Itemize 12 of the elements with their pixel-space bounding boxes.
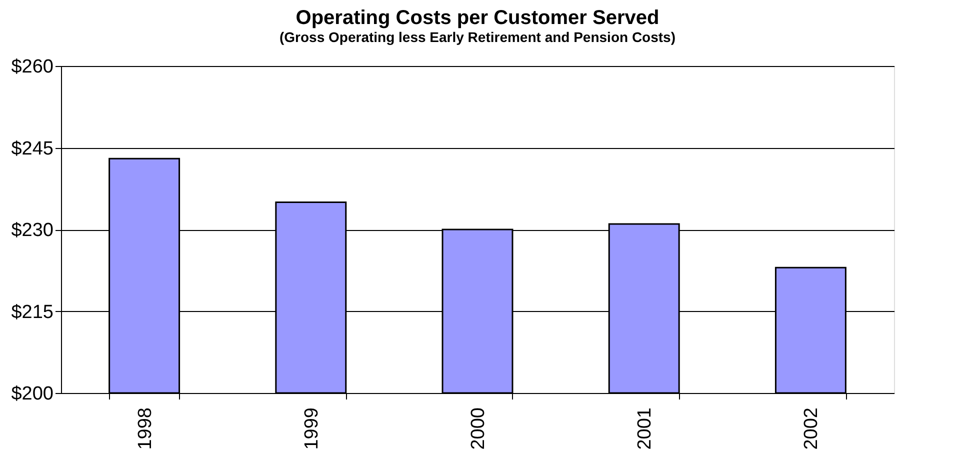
x-tick-label: 2000 [468,408,489,450]
x-tick-label: 1999 [301,408,322,450]
y-tick-label: $230 [11,220,54,241]
chart-title: Operating Costs per Customer Served [296,7,660,29]
y-tick-label: $200 [11,384,54,404]
x-tick-label: 1998 [134,408,156,450]
y-tick-label: $215 [11,302,54,323]
chart-subtitle: (Gross Operating less Early Retirement and Pension Costs) [280,29,676,45]
x-tick-label: 2001 [634,408,656,450]
y-tick-label: $245 [11,138,54,160]
y-tick-label: $260 [11,56,54,78]
x-tick-label: 2002 [801,408,822,450]
